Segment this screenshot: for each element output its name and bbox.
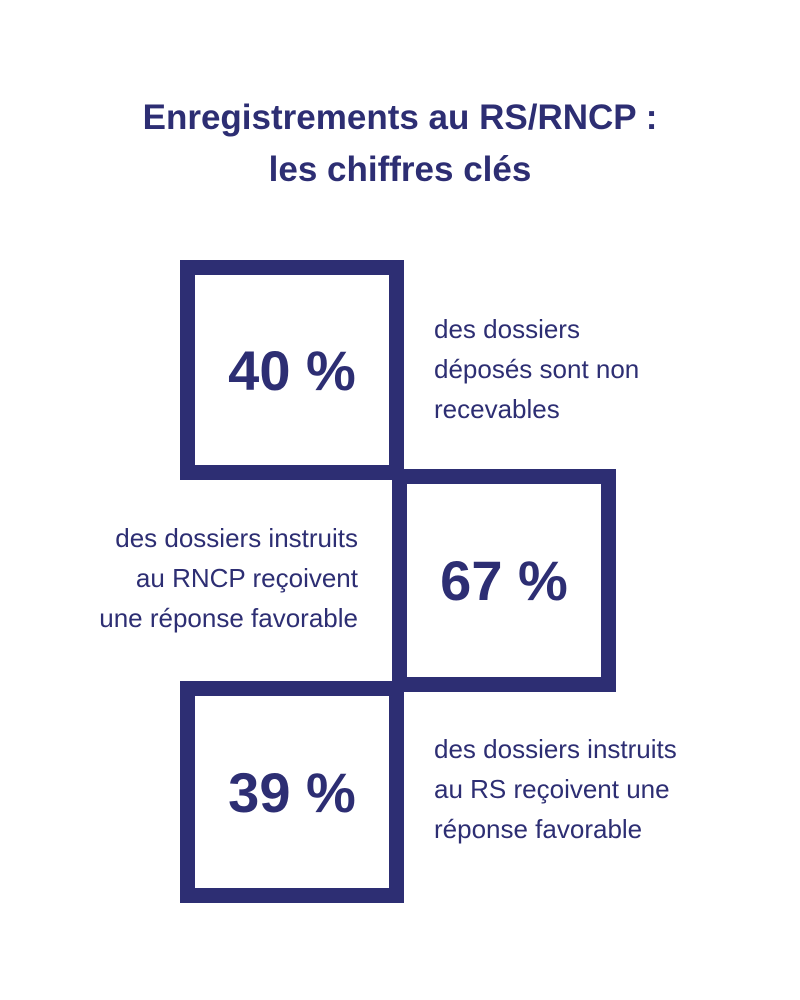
stat-description-line: au RS reçoivent une (434, 774, 670, 804)
stat-description-line: réponse favorable (434, 814, 643, 844)
stat-value: 39 % (228, 760, 356, 824)
stat-description-line: au RNCP reçoivent (135, 563, 358, 593)
page-title-line-2: les chiffres clés (268, 150, 532, 189)
stat-description-line: déposés sont non (434, 354, 640, 384)
stat-description-rs-favorable: des dossiers instruits au RS reçoivent u… (434, 729, 677, 849)
stat-description-line: des dossiers instruits (115, 523, 358, 553)
stat-description-non-recevables: des dossiers déposés sont non recevables (434, 309, 639, 429)
stat-description-line: recevables (434, 394, 560, 424)
stat-value: 40 % (228, 338, 356, 402)
page-title: Enregistrements au RS/RNCP : les chiffre… (0, 92, 800, 196)
stat-description-line: des dossiers (434, 314, 580, 344)
stat-box-non-recevables: 40 % (180, 260, 404, 480)
stat-description-line: des dossiers instruits (434, 734, 677, 764)
page-title-line-1: Enregistrements au RS/RNCP : (142, 98, 658, 137)
stat-description-line: une réponse favorable (99, 603, 358, 633)
stat-value: 67 % (440, 549, 568, 612)
stat-box-rs-favorable: 39 % (180, 681, 404, 903)
stat-box-rncp-favorable: 67 % (392, 469, 616, 692)
stat-description-rncp-favorable: des dossiers instruits au RNCP reçoivent… (99, 518, 358, 638)
